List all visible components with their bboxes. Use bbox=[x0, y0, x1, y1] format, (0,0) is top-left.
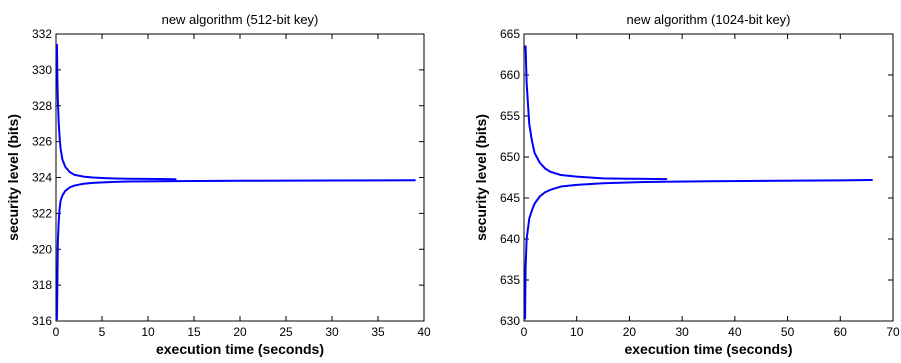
y-axis-label: security level (bits) bbox=[5, 114, 21, 241]
x-tick-label: 30 bbox=[675, 325, 689, 339]
x-tick-label: 15 bbox=[187, 325, 201, 339]
y-tick-label: 316 bbox=[32, 314, 52, 328]
x-tick-label: 35 bbox=[371, 325, 385, 339]
series-line-upper bbox=[524, 45, 668, 181]
y-tick-label: 635 bbox=[500, 273, 520, 287]
x-tick-label: 25 bbox=[279, 325, 293, 339]
chart-1024-bit: 0 10 20 30 40 50 60 70 630 635 640 645 650 655 660 665 n… bbox=[473, 12, 900, 357]
y-tick-label: 328 bbox=[32, 99, 52, 113]
x-tick-label: 40 bbox=[728, 325, 742, 339]
x-tick-label: 70 bbox=[886, 325, 900, 339]
x-tick-label: 20 bbox=[233, 325, 247, 339]
x-tick-label: 5 bbox=[99, 325, 106, 339]
series-line-upper bbox=[55, 43, 177, 181]
y-tick-label: 660 bbox=[500, 68, 520, 82]
y-tick-label: 640 bbox=[500, 232, 520, 246]
chart-title: new algorithm (1024-bit key) bbox=[626, 12, 790, 27]
x-tick-label: 10 bbox=[570, 325, 584, 339]
x-tick-label: 20 bbox=[623, 325, 637, 339]
y-tick-label: 332 bbox=[32, 27, 52, 41]
y-axis-label: security level (bits) bbox=[473, 114, 489, 241]
x-tick-label: 30 bbox=[325, 325, 339, 339]
y-tick-label: 322 bbox=[32, 206, 52, 220]
y-tick-label: 645 bbox=[500, 191, 520, 205]
x-tick-label: 0 bbox=[53, 325, 60, 339]
x-tick-label: 10 bbox=[141, 325, 155, 339]
plot-area bbox=[55, 33, 425, 322]
y-tick-label: 665 bbox=[500, 27, 520, 41]
x-tick-label: 50 bbox=[781, 325, 795, 339]
y-tick-label: 320 bbox=[32, 242, 52, 256]
y-tick-label: 318 bbox=[32, 278, 52, 292]
y-tick-label: 655 bbox=[500, 109, 520, 123]
series-line-lower bbox=[524, 178, 873, 320]
y-tick-label: 330 bbox=[32, 63, 52, 77]
series-line-lower bbox=[55, 179, 416, 321]
chart-title: new algorithm (512-bit key) bbox=[162, 12, 319, 27]
x-tick-label: 0 bbox=[521, 325, 528, 339]
y-tick-label: 650 bbox=[500, 150, 520, 164]
x-tick-label: 60 bbox=[834, 325, 848, 339]
x-tick-label: 40 bbox=[417, 325, 431, 339]
x-axis-label: execution time (seconds) bbox=[624, 341, 792, 357]
y-tick-label: 324 bbox=[32, 171, 52, 185]
x-axis-label: execution time (seconds) bbox=[156, 341, 324, 357]
chart-512-bit: 0 5 10 15 20 25 30 35 40 316 318 320 322 324 326 328 330… bbox=[5, 12, 431, 357]
y-tick-label: 326 bbox=[32, 135, 52, 149]
y-tick-label: 630 bbox=[500, 314, 520, 328]
